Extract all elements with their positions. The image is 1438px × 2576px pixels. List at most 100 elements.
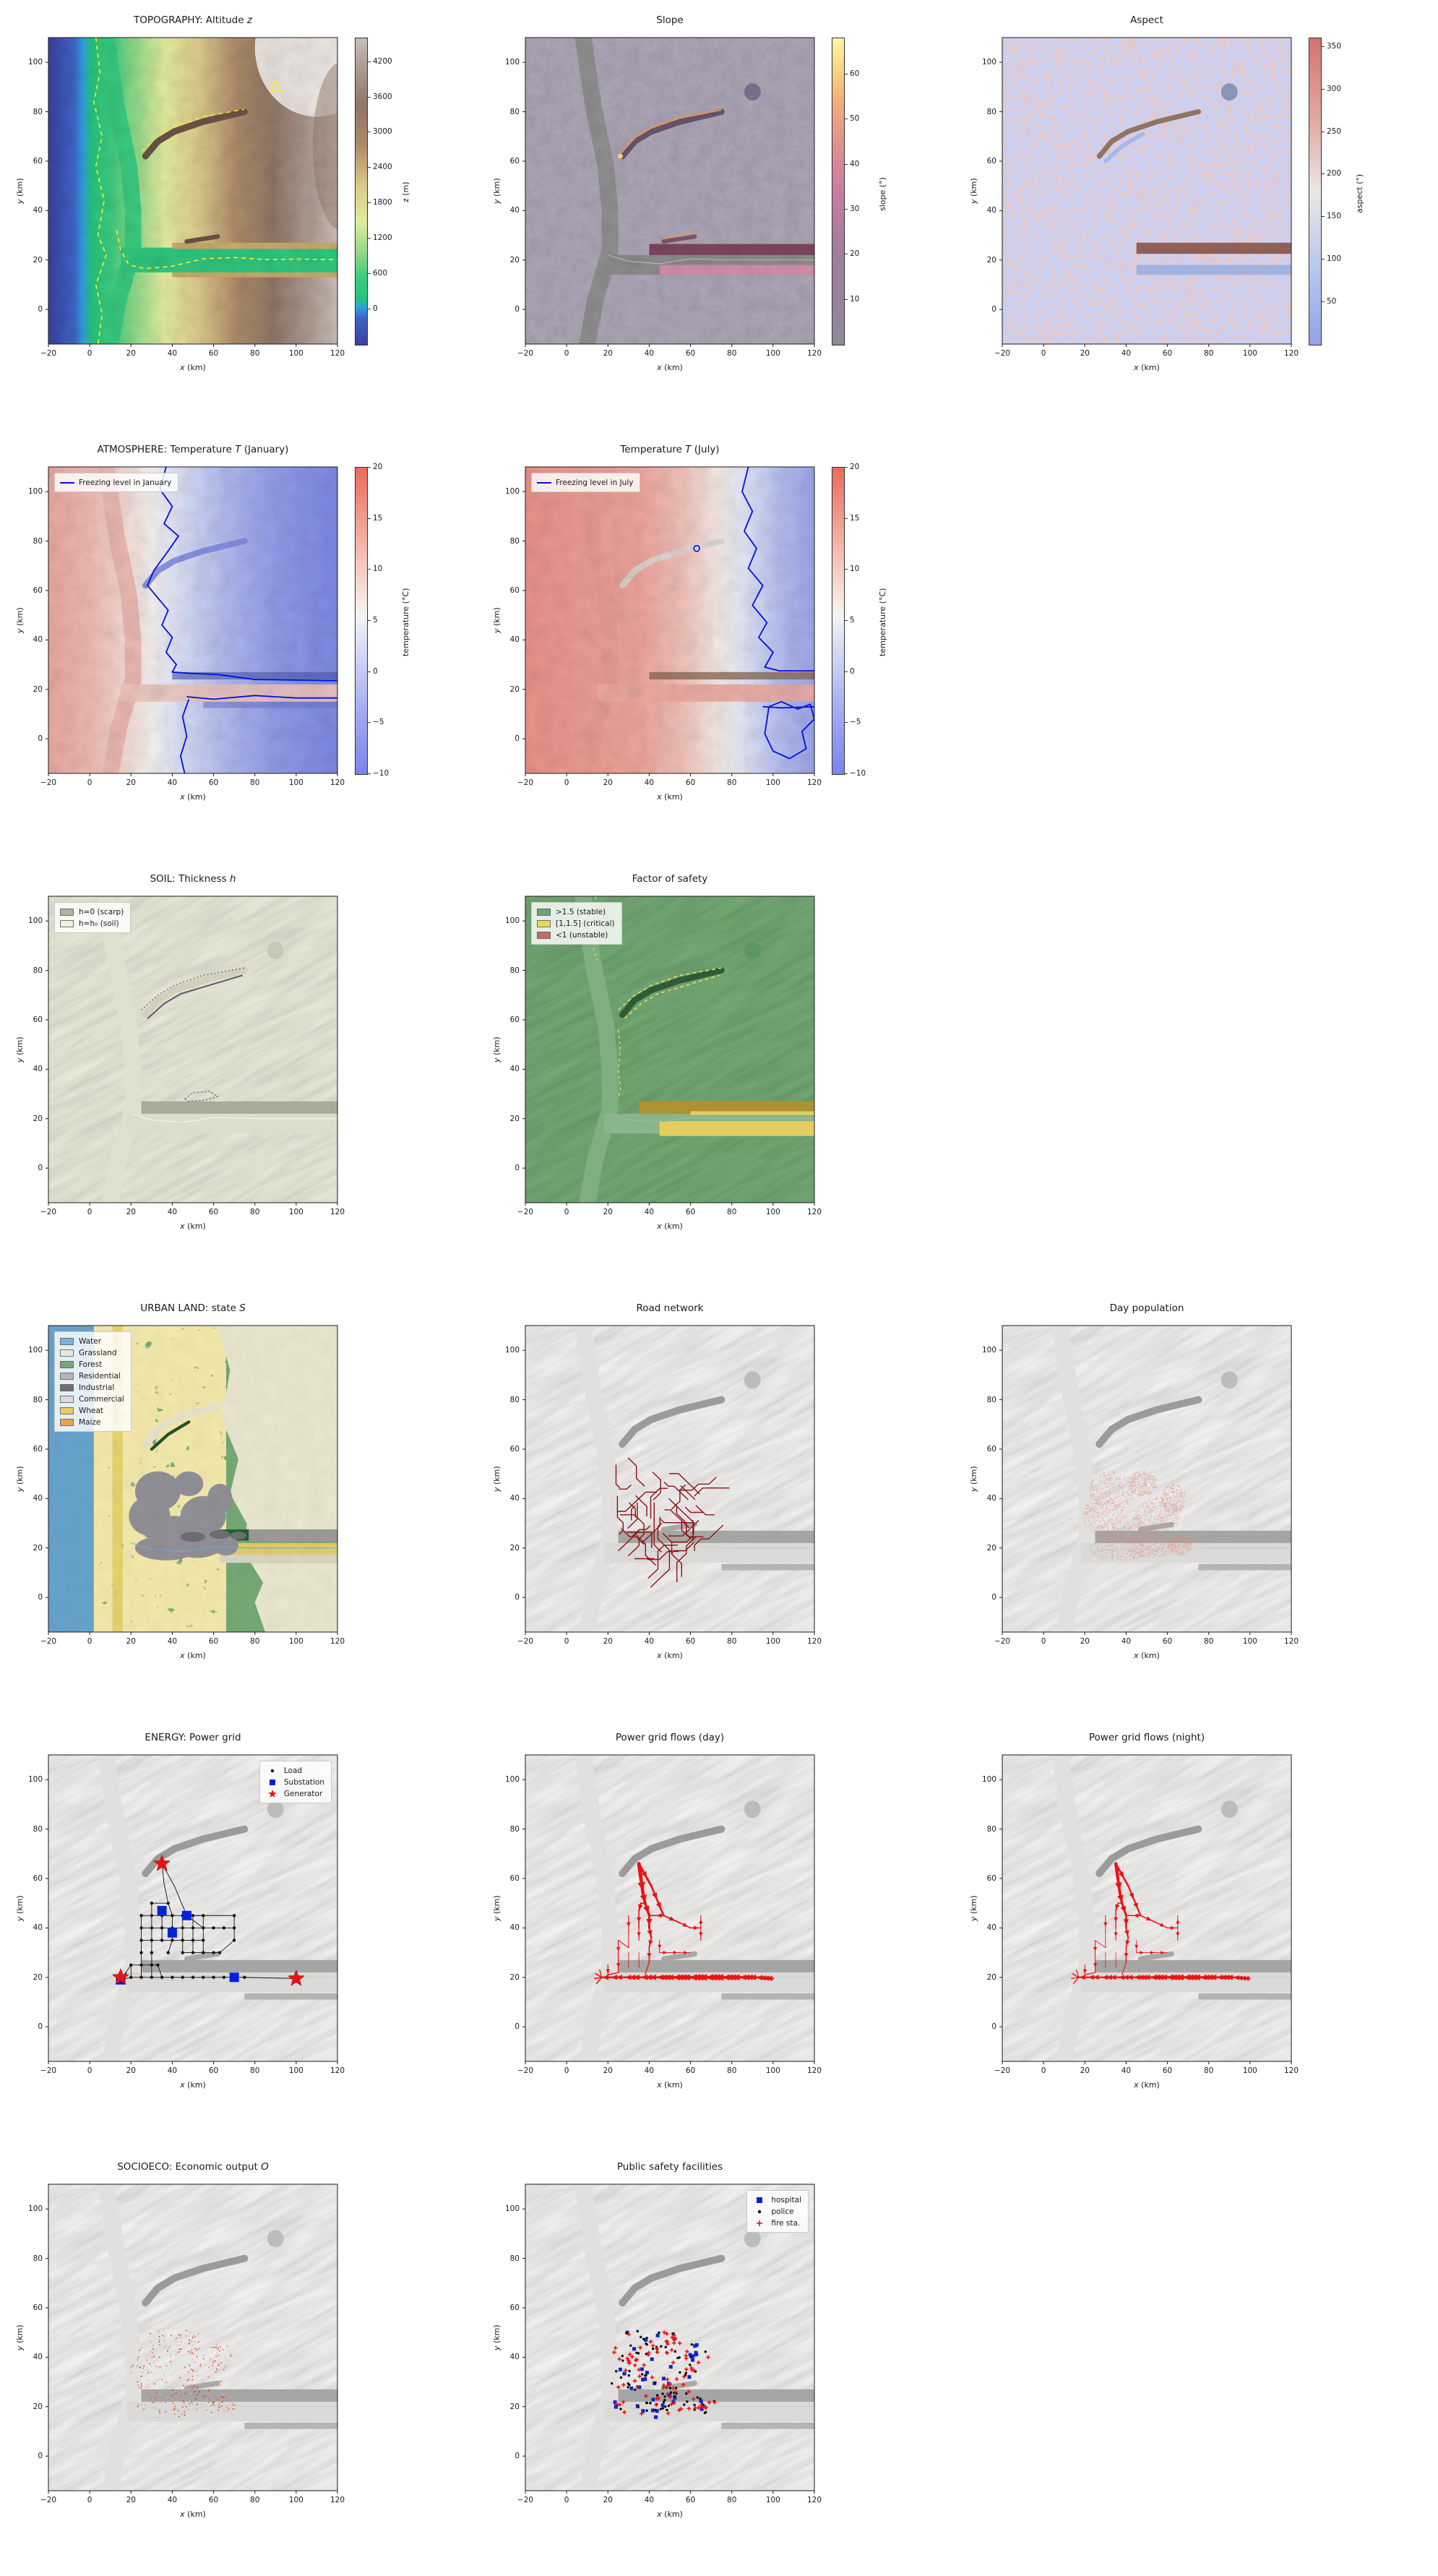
dot-marker xyxy=(1128,1551,1129,1553)
dot-marker xyxy=(231,2354,233,2356)
legend-patch-swatch xyxy=(60,1396,74,1403)
dot-marker xyxy=(1166,1500,1168,1502)
dot-marker xyxy=(1187,1538,1188,1540)
dot-marker xyxy=(1148,1530,1150,1532)
dot-marker xyxy=(1116,1542,1118,1543)
x-tick-label: 40 xyxy=(644,349,655,358)
dot-marker xyxy=(155,2365,157,2367)
dot-marker xyxy=(1111,1551,1114,1553)
dot-marker xyxy=(1154,1550,1155,1552)
x-tick-label: −20 xyxy=(40,349,57,358)
dot-marker xyxy=(1133,1557,1135,1559)
dot-marker xyxy=(172,2403,174,2405)
dot-marker xyxy=(1124,1497,1126,1499)
plus-marker xyxy=(621,2382,626,2387)
dot-marker xyxy=(207,2376,210,2378)
dot-marker xyxy=(129,1975,133,1979)
dot-marker xyxy=(1099,1540,1101,1541)
dot-marker xyxy=(196,2356,198,2358)
dot-marker xyxy=(1118,1540,1119,1542)
dot-marker xyxy=(188,2371,190,2374)
flow-edge xyxy=(650,1884,665,1917)
dot-marker xyxy=(1171,1540,1172,1542)
flow-edge xyxy=(645,1962,650,1975)
dot-marker xyxy=(1110,1508,1111,1511)
dot-marker xyxy=(1127,1491,1128,1493)
square-marker xyxy=(641,2409,645,2413)
dot-marker xyxy=(1103,1520,1106,1522)
legend-item: Maize xyxy=(60,1417,124,1428)
y-tick-label: 0 xyxy=(38,2452,43,2461)
dot-marker xyxy=(159,2338,160,2340)
dot-marker xyxy=(1101,1513,1103,1515)
dot-marker xyxy=(1165,1533,1166,1534)
legend-dot-swatch xyxy=(270,1769,275,1773)
dot-marker xyxy=(1136,1532,1138,1534)
dot-marker xyxy=(1115,1540,1117,1542)
dot-marker xyxy=(1101,1554,1102,1555)
dot-marker xyxy=(1164,1503,1166,1505)
dot-marker xyxy=(1147,1490,1149,1491)
flow-network xyxy=(1071,1862,1251,1984)
dot-marker xyxy=(1171,1545,1172,1547)
y-tick-label: 60 xyxy=(33,2303,43,2312)
flow-arrow xyxy=(1166,1974,1174,1980)
dot-marker xyxy=(150,1901,154,1905)
dot-marker xyxy=(1167,1546,1169,1547)
dot-marker xyxy=(137,2404,139,2406)
y-tick-label: 40 xyxy=(986,206,996,215)
dot-marker xyxy=(1150,1515,1153,1516)
dot-marker xyxy=(1179,1554,1181,1556)
colorbar-tick-mark xyxy=(1322,46,1325,47)
flow-arrow xyxy=(656,1913,662,1918)
dot-marker xyxy=(233,2404,235,2406)
x-tick-label: 120 xyxy=(330,778,345,787)
dot-marker xyxy=(1177,1550,1179,1552)
dot-marker xyxy=(181,1939,184,1942)
dot-marker xyxy=(1107,1477,1109,1480)
x-tick-label: −20 xyxy=(994,349,1011,358)
dot-marker xyxy=(218,2399,220,2401)
dot-marker xyxy=(1114,1548,1116,1550)
road-segment xyxy=(684,1506,703,1514)
x-tick-label: 0 xyxy=(1041,349,1046,358)
dot-marker xyxy=(1173,1503,1174,1506)
dot-marker xyxy=(1176,1519,1177,1521)
dot-marker xyxy=(231,2403,233,2404)
plus-marker xyxy=(696,2405,701,2410)
dot-marker xyxy=(1176,1501,1178,1503)
dot-marker xyxy=(1166,1531,1168,1533)
dot-marker xyxy=(1092,1496,1094,1498)
dot-marker xyxy=(1106,1493,1107,1495)
dot-marker xyxy=(1171,1512,1173,1514)
dot-marker xyxy=(172,2374,173,2376)
dot-marker xyxy=(1153,1480,1154,1482)
dot-marker xyxy=(1106,1537,1108,1539)
dot-marker xyxy=(157,2368,158,2369)
dot-marker xyxy=(217,2386,219,2388)
dot-marker xyxy=(1104,1545,1106,1547)
legend-patch-glyph xyxy=(60,909,74,916)
dot-marker xyxy=(1116,1555,1119,1557)
y-tick-label: 40 xyxy=(509,1065,520,1074)
y-tick-label: 20 xyxy=(33,1114,43,1123)
dot-marker xyxy=(152,2398,155,2400)
y-axis-label-unit: (km) xyxy=(15,178,25,199)
dot-marker xyxy=(221,2405,223,2407)
dot-marker xyxy=(1150,1545,1152,1547)
plus-marker xyxy=(665,2332,669,2336)
y-axis-label-unit: (km) xyxy=(969,178,978,199)
dot-marker xyxy=(1136,1516,1138,1518)
dot-marker xyxy=(1187,1545,1188,1547)
contour-line xyxy=(141,108,245,152)
dot-marker xyxy=(1164,1493,1166,1495)
dot-marker xyxy=(1146,1539,1148,1541)
dot-marker xyxy=(1101,1527,1103,1529)
dot-marker xyxy=(1176,1540,1177,1542)
dot-marker xyxy=(1140,1479,1142,1481)
y-axis-label-math: y xyxy=(15,199,25,204)
dot-marker xyxy=(1178,1485,1179,1487)
dot-marker xyxy=(1151,1541,1153,1543)
colorbar-aspect: 50 100 150 200 250 300 350 aspect (°) xyxy=(1309,38,1374,345)
dot-marker xyxy=(1150,1528,1152,1530)
